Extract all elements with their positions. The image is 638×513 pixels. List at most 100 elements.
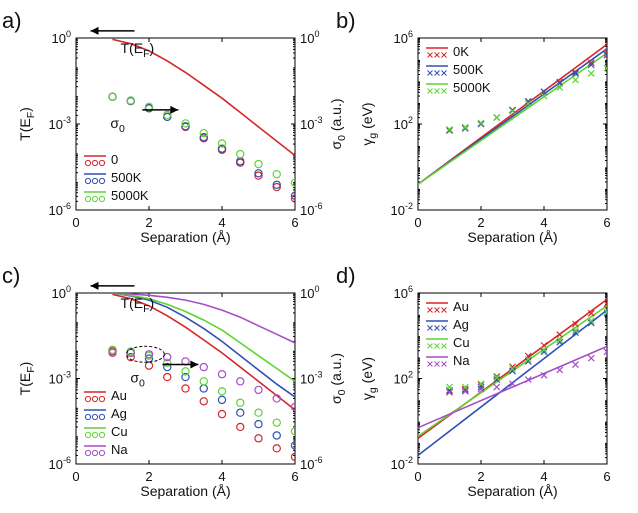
data-point-green bbox=[217, 139, 227, 148]
data-point-purple bbox=[587, 354, 595, 362]
legend-marker bbox=[441, 325, 447, 331]
legend-marker bbox=[441, 52, 447, 58]
annotation-arrow-head bbox=[170, 105, 179, 114]
y-tick-label-right: 10-3 bbox=[300, 115, 322, 132]
data-point-blue bbox=[446, 127, 453, 134]
legend-marker bbox=[91, 177, 99, 185]
annotation-arrow-head bbox=[190, 360, 199, 369]
legend-marker bbox=[427, 70, 433, 76]
data-point-blue bbox=[272, 431, 281, 440]
legend-marker bbox=[98, 395, 106, 403]
data-point-green bbox=[572, 76, 579, 84]
legend-label: 0 bbox=[111, 152, 118, 167]
data-point-red bbox=[217, 409, 227, 419]
data-point-blue bbox=[524, 357, 532, 365]
legend-marker bbox=[441, 361, 447, 367]
y-tick-label: 10-6 bbox=[49, 201, 71, 218]
annotation-label: σ0 bbox=[130, 370, 145, 390]
data-point-blue bbox=[524, 98, 532, 105]
data-point-blue bbox=[556, 338, 564, 346]
y-tick-label: 106 bbox=[394, 284, 413, 301]
data-point-blue bbox=[199, 384, 208, 393]
axes-frame bbox=[417, 292, 608, 465]
legend-label: Cu bbox=[453, 335, 470, 350]
y-axis-label: T(EF) bbox=[17, 107, 37, 141]
legend-marker bbox=[91, 159, 99, 167]
legend-marker bbox=[91, 395, 99, 403]
data-point-green bbox=[108, 345, 117, 355]
data-point-purple bbox=[199, 362, 208, 372]
x-axis-label: Separation (Å) bbox=[140, 229, 230, 245]
data-point-green bbox=[217, 387, 227, 396]
series-line-purple bbox=[418, 345, 607, 429]
y-tick-label: 10-6 bbox=[49, 455, 71, 472]
legend-label: 5000K bbox=[111, 188, 149, 203]
data-point-green bbox=[461, 123, 469, 131]
y-tick-label: 102 bbox=[394, 115, 413, 132]
data-point-green bbox=[108, 92, 117, 101]
legend-marker bbox=[434, 70, 440, 76]
data-point-green bbox=[540, 92, 548, 100]
data-point-green bbox=[587, 317, 595, 325]
legend-marker bbox=[84, 159, 92, 167]
data-point-blue bbox=[144, 354, 154, 363]
data-point-red bbox=[272, 444, 281, 453]
x-tick-label: 2 bbox=[145, 469, 152, 484]
data-point-blue bbox=[254, 419, 263, 429]
x-tick-label: 6 bbox=[603, 469, 610, 484]
series-line-blue bbox=[112, 293, 295, 398]
legend-marker bbox=[84, 449, 92, 457]
legend-marker bbox=[434, 361, 440, 367]
data-point-green bbox=[236, 398, 245, 407]
data-point-green bbox=[272, 418, 281, 427]
data-point-green bbox=[603, 64, 607, 72]
legend-marker bbox=[434, 307, 440, 313]
plot-area bbox=[108, 293, 295, 462]
y-tick-label-right: 100 bbox=[300, 29, 319, 46]
data-point-green bbox=[236, 149, 245, 159]
data-point-red bbox=[556, 78, 564, 86]
data-point-blue bbox=[477, 120, 485, 128]
data-point-purple bbox=[217, 370, 227, 379]
data-point-green bbox=[254, 159, 263, 169]
y-tick-label-right: 100 bbox=[300, 284, 319, 301]
data-point-red bbox=[199, 397, 208, 406]
data-point-green bbox=[126, 96, 135, 105]
x-tick-label: 2 bbox=[145, 215, 152, 230]
x-axis-label: Separation (Å) bbox=[467, 229, 557, 245]
legend-marker bbox=[434, 325, 440, 331]
data-point-green bbox=[556, 84, 564, 91]
annotation-arrow-head bbox=[90, 26, 99, 35]
data-point-green bbox=[509, 107, 516, 115]
legend-marker bbox=[434, 52, 440, 58]
data-point-blue bbox=[461, 386, 469, 394]
plot-area bbox=[418, 298, 607, 457]
legend-marker bbox=[91, 431, 99, 439]
series-line-red bbox=[112, 293, 295, 411]
y-tick-label: 106 bbox=[394, 29, 413, 46]
data-point-blue bbox=[181, 372, 190, 382]
y-tick-label: 10-2 bbox=[391, 201, 413, 218]
series-line-green bbox=[112, 293, 295, 383]
x-tick-label: 2 bbox=[477, 469, 484, 484]
x-tick-label: 0 bbox=[414, 215, 421, 230]
legend-label: Ag bbox=[111, 406, 127, 421]
x-tick-label: 4 bbox=[540, 215, 547, 230]
legend-marker bbox=[84, 195, 92, 203]
data-point-red bbox=[254, 434, 263, 443]
panel-label: c) bbox=[2, 263, 20, 288]
x-tick-label: 0 bbox=[72, 215, 79, 230]
legend-marker bbox=[427, 343, 433, 349]
data-point-purple bbox=[272, 394, 281, 403]
legend-label: Cu bbox=[111, 424, 128, 439]
panel-label: b) bbox=[336, 8, 356, 33]
data-point-red bbox=[603, 300, 607, 308]
y-axis-label-right: σ0 (a.u.) bbox=[328, 353, 348, 404]
y-tick-label: 100 bbox=[52, 284, 71, 301]
data-point-green bbox=[540, 346, 548, 354]
data-point-red bbox=[587, 59, 595, 67]
axes-frame bbox=[417, 37, 608, 211]
data-point-purple bbox=[540, 371, 548, 379]
legend-label: Au bbox=[111, 388, 127, 403]
x-tick-label: 6 bbox=[291, 469, 298, 484]
